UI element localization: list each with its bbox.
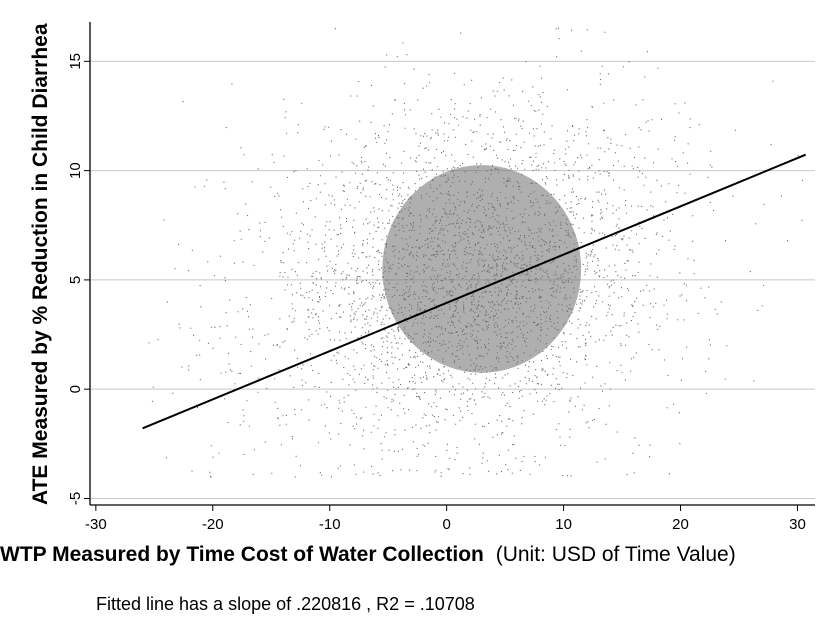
- x-tick-label: 20: [672, 516, 689, 533]
- y-tick-label: 0: [67, 385, 84, 393]
- x-tick-label: 0: [442, 516, 450, 533]
- x-tick-label: 10: [555, 516, 572, 533]
- y-axis-ticks: -5 0 5 10 15: [67, 53, 90, 505]
- scatter-points: [148, 27, 804, 478]
- x-tick-label: -20: [202, 516, 224, 533]
- y-tick-label: 5: [67, 276, 84, 284]
- fitted-line: [142, 153, 807, 430]
- scatter-dense-core: [382, 165, 582, 373]
- y-axis-title: ATE Measured by % Reduction in Child Dia…: [29, 23, 52, 505]
- x-tick-label: 30: [789, 516, 806, 533]
- y-tick-label: -5: [67, 492, 84, 505]
- fitted-line-note: Fitted line has a slope of .220816 , R2 …: [96, 594, 475, 614]
- x-axis-ticks: -30 -20 -10 0 10 20 30: [85, 505, 806, 533]
- x-axis-title-bold: WTP Measured by Time Cost of Water Colle…: [0, 543, 484, 566]
- y-tick-label: 15: [67, 53, 84, 70]
- fitted-line-group: [142, 153, 807, 430]
- y-tick-label: 10: [67, 162, 84, 179]
- x-axis-title-rest: (Unit: USD of Time Value): [496, 543, 736, 566]
- axes: [89, 22, 815, 506]
- x-tick-label: -30: [85, 516, 107, 533]
- x-axis-title: WTP Measured by Time Cost of Water Colle…: [0, 543, 736, 566]
- x-tick-label: -10: [319, 516, 341, 533]
